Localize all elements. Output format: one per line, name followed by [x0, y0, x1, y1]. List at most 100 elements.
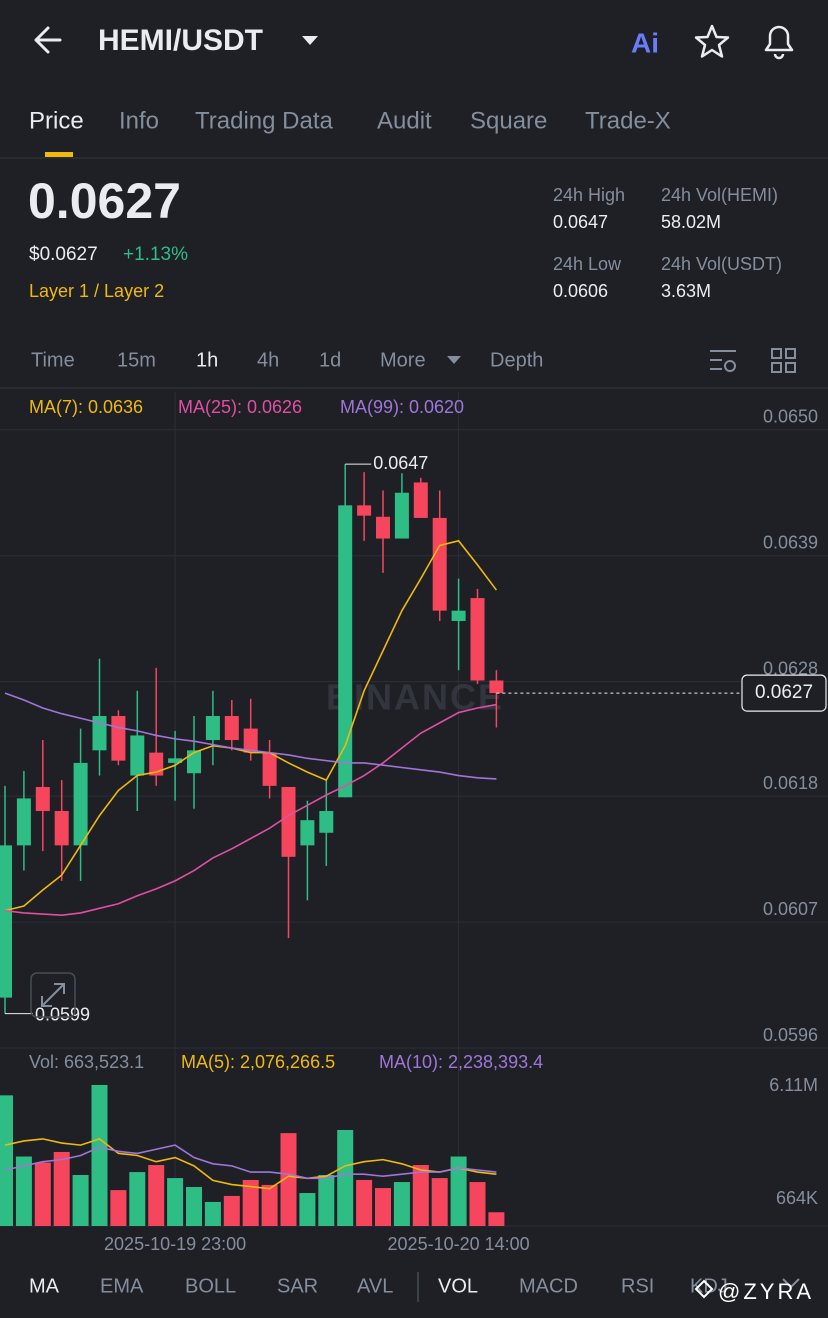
candle-body: [35, 786, 50, 812]
indicator-tab[interactable]: EMA: [100, 1275, 144, 1297]
interval[interactable]: Time: [31, 349, 75, 371]
candle-body: [262, 752, 277, 786]
ma-line: [4, 703, 497, 917]
candle-body: [168, 758, 183, 763]
volume-bar: [34, 1162, 51, 1226]
stat-value: 0.0647: [553, 212, 608, 232]
candle-body: [224, 715, 239, 741]
indicator-settings[interactable]: [782, 1278, 800, 1289]
candle-body: [300, 820, 315, 846]
candle-body: [111, 715, 126, 761]
volume-bar: [129, 1172, 146, 1226]
volume-tick-label: 664K: [776, 1188, 818, 1208]
x-tick-label: 2025-10-20 14:00: [388, 1234, 530, 1254]
back-button[interactable]: [34, 26, 62, 54]
candle-body: [432, 517, 447, 611]
volume-bar: [318, 1174, 335, 1226]
y-tick-label: 0.0650: [763, 407, 818, 427]
stat-label: 24h High: [553, 185, 625, 205]
indicator-tab[interactable]: RSI: [621, 1275, 654, 1297]
volume-ma-legend: MA(10): 2,238,393.4: [379, 1052, 543, 1072]
volume-bar: [148, 1165, 165, 1226]
candle-body: [16, 798, 31, 846]
candle-body: [92, 715, 107, 751]
last-price-box: [741, 674, 827, 712]
indicator-tab[interactable]: VOL: [438, 1275, 478, 1297]
indicator-tab[interactable]: MA: [29, 1275, 60, 1297]
indicator-tab[interactable]: MACD: [519, 1275, 578, 1297]
price-change: +1.13%: [123, 244, 188, 265]
candle-body: [73, 762, 88, 846]
volume-bar: [356, 1179, 373, 1226]
alert-button[interactable]: [764, 25, 794, 60]
y-tick-label: 0.0639: [763, 532, 818, 552]
tab[interactable]: Price: [29, 107, 84, 134]
interval[interactable]: More: [380, 349, 426, 371]
indicator-tab[interactable]: AVL: [357, 1275, 393, 1297]
volume-ma-line: [4, 1144, 497, 1180]
stat-label: 24h Low: [553, 254, 622, 274]
volume-bar: [91, 1084, 108, 1226]
stat-label: 24h Vol(HEMI): [661, 185, 778, 205]
indicator-tab[interactable]: SAR: [277, 1275, 318, 1297]
interval[interactable]: 1h: [196, 349, 218, 371]
volume-bar: [469, 1182, 486, 1226]
x-tick-label: 2025-10-19 23:00: [104, 1234, 246, 1254]
category-tag[interactable]: Layer 1 / Layer 2: [29, 281, 164, 301]
indicator-tab[interactable]: BOLL: [185, 1275, 236, 1297]
pair-title[interactable]: HEMI/USDT: [98, 24, 263, 57]
volume-bar: [280, 1133, 297, 1226]
chart-settings-button[interactable]: [710, 350, 736, 372]
volume-bar: [242, 1179, 259, 1226]
volume-bar: [488, 1212, 505, 1226]
candle-body: [413, 482, 428, 518]
watermark-logo: [694, 1279, 714, 1299]
candle-body: [149, 752, 164, 776]
tab[interactable]: Info: [119, 107, 159, 134]
candle-body: [451, 610, 466, 621]
volume-bar: [431, 1178, 448, 1226]
interval[interactable]: Depth: [490, 349, 543, 371]
candle-body: [54, 811, 69, 846]
tab[interactable]: Square: [470, 107, 547, 134]
stat-value: 3.63M: [661, 281, 711, 301]
volume-bar: [15, 1156, 32, 1226]
tab[interactable]: Trading Data: [195, 107, 334, 134]
volume-bar: [72, 1174, 89, 1226]
more-dropdown[interactable]: [447, 356, 461, 364]
usd-price: $0.0627: [29, 244, 98, 265]
volume-bar: [393, 1182, 410, 1226]
candle-body: [0, 845, 12, 998]
pair-dropdown[interactable]: [302, 36, 318, 45]
y-tick-label: 0.0607: [763, 899, 818, 919]
volume-bar: [375, 1188, 391, 1226]
volume-bar: [167, 1178, 184, 1226]
interval[interactable]: 1d: [319, 349, 341, 371]
tab[interactable]: Audit: [377, 107, 432, 134]
layout-button[interactable]: [771, 348, 796, 373]
volume-bar: [337, 1129, 354, 1226]
high-label: 0.0647: [373, 453, 428, 473]
volume-bar: [299, 1193, 316, 1226]
tab[interactable]: Trade-X: [585, 107, 671, 134]
candle-body: [243, 728, 258, 753]
interval[interactable]: 4h: [257, 349, 279, 371]
candle-body: [319, 811, 334, 833]
candle-body: [357, 505, 372, 516]
fullscreen-button[interactable]: [30, 972, 76, 1018]
candle-body: [489, 680, 504, 694]
stat-value: 0.0606: [553, 281, 608, 301]
candle-body: [394, 492, 409, 539]
tab-indicator: [45, 152, 73, 157]
favorite-button[interactable]: [694, 24, 730, 58]
fullscreen-icon: [41, 983, 65, 1007]
ma-legend: MA(25): 0.0626: [178, 397, 302, 417]
interval[interactable]: 15m: [117, 349, 156, 371]
ai-button[interactable]: Ai: [631, 27, 659, 58]
tab-bar: Price Info Trading Data Audit Square Trade-X: [29, 107, 671, 134]
stat-label: 24h Vol(USDT): [661, 254, 782, 274]
chart-watermark: BINANCE: [326, 677, 504, 718]
